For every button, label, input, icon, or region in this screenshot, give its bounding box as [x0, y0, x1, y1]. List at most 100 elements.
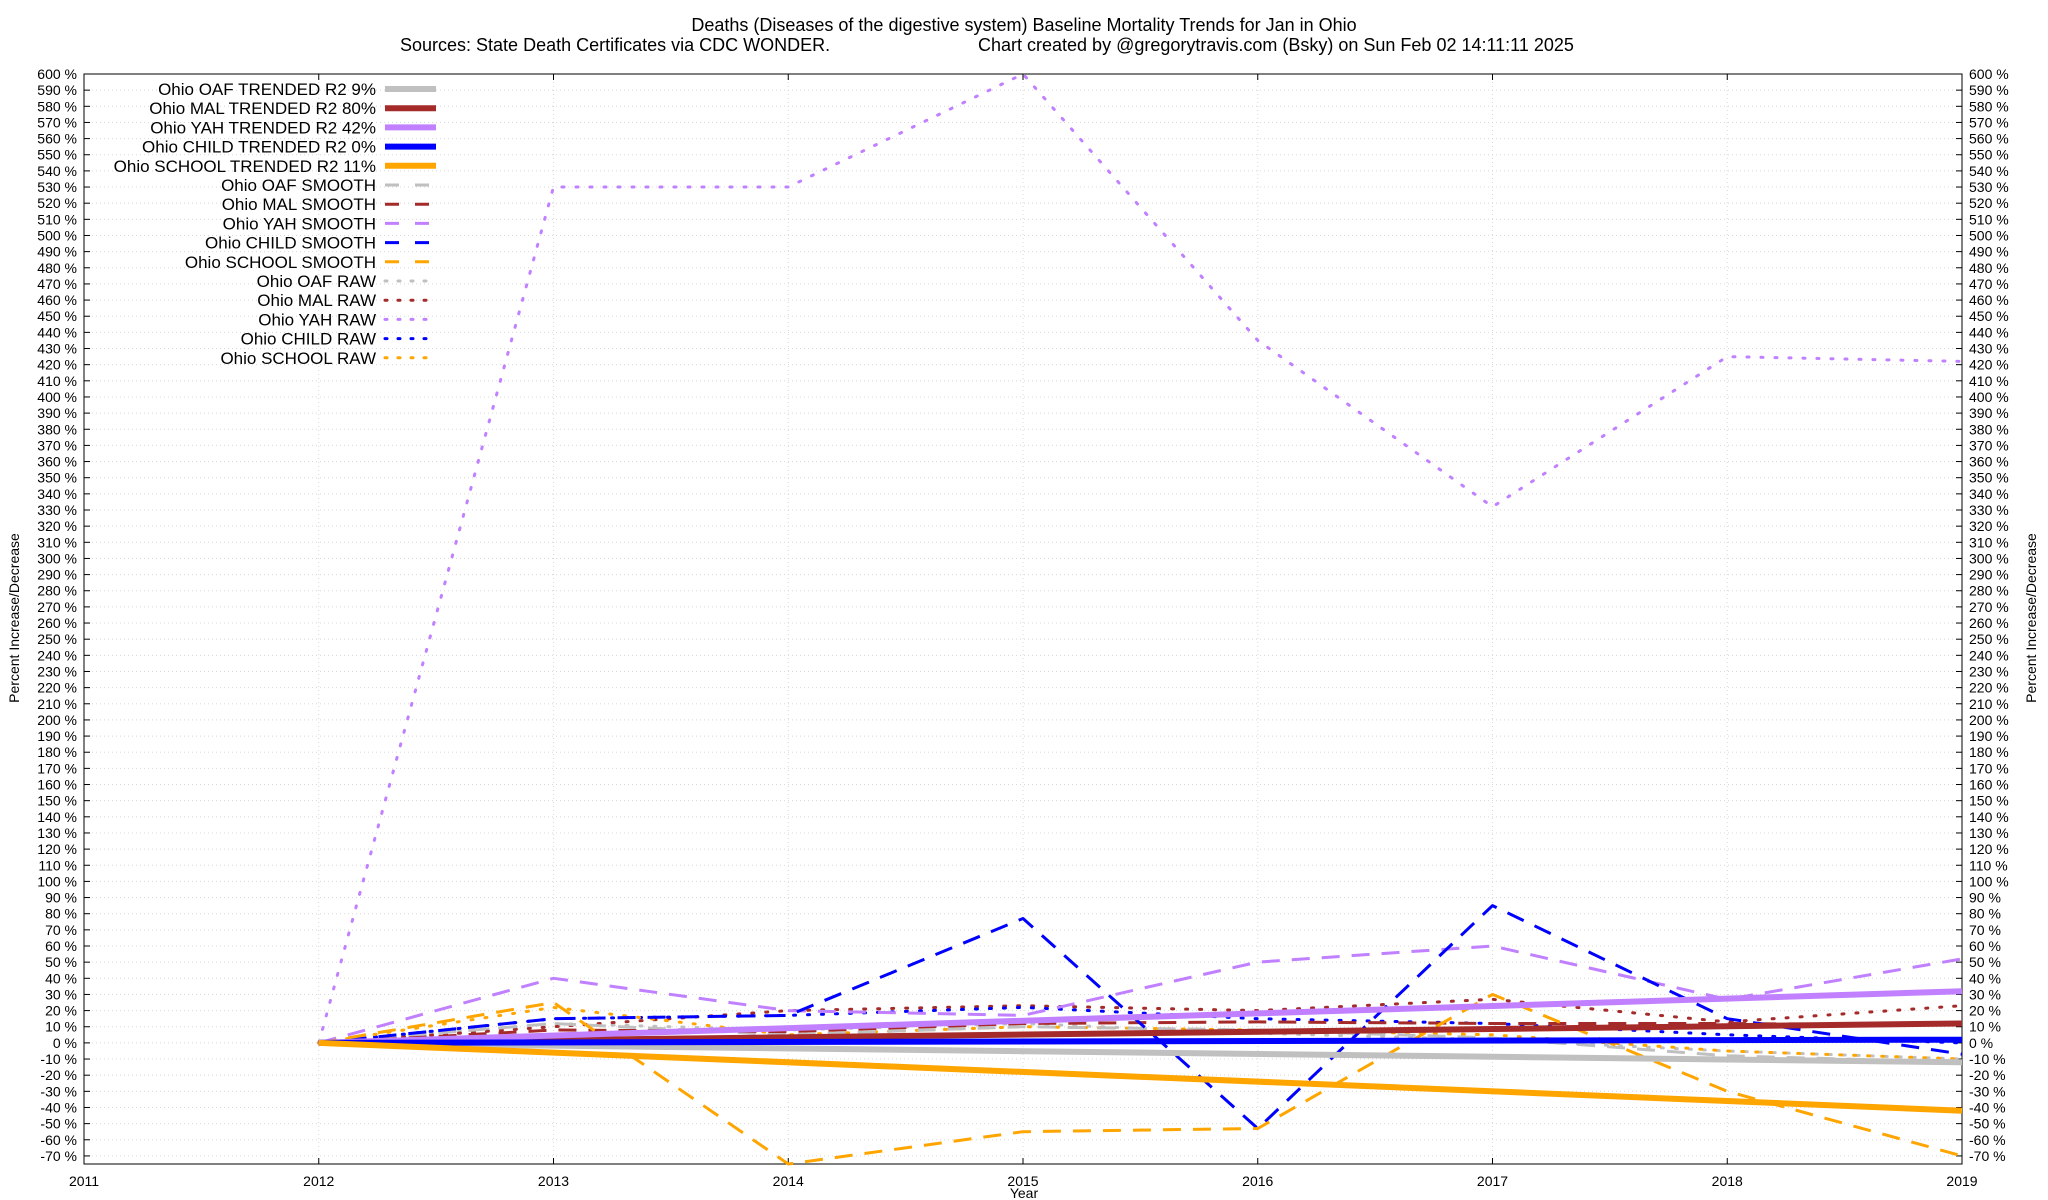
- legend: Ohio OAF TRENDED R2 9%Ohio MAL TRENDED R…: [114, 80, 438, 368]
- y-tick-label: 560 %: [1969, 131, 2009, 147]
- chart-subtitle-credit: Chart created by @gregorytravis.com (Bsk…: [978, 35, 1574, 55]
- y-tick-label: 600 %: [1969, 66, 2009, 82]
- legend-label: Ohio CHILD TRENDED R2 0%: [142, 138, 376, 157]
- y-tick-label: 550 %: [37, 147, 77, 163]
- y-tick-label: 500 %: [1969, 227, 2009, 243]
- y-tick-label: 180 %: [1969, 744, 2009, 760]
- y-tick-label: 470 %: [37, 276, 77, 292]
- x-tick-label: 2017: [1477, 1173, 1508, 1189]
- x-axis-label: Year: [1010, 1185, 1039, 1200]
- y-tick-label: 590 %: [1969, 82, 2009, 98]
- chart-subtitle-source: Sources: State Death Certificates via CD…: [400, 35, 830, 55]
- y-tick-label: -40 %: [40, 1099, 77, 1115]
- y-tick-label: 120 %: [37, 841, 77, 857]
- chart-title: Deaths (Diseases of the digestive system…: [691, 15, 1356, 35]
- y-tick-label: 380 %: [1969, 421, 2009, 437]
- y-tick-label: 10 %: [45, 1019, 77, 1035]
- series-line: [318, 1022, 1963, 1064]
- y-tick-label: 420 %: [37, 357, 77, 373]
- y-tick-label: 340 %: [37, 486, 77, 502]
- y-tick-label: 540 %: [37, 163, 77, 179]
- y-tick-label: -50 %: [40, 1116, 77, 1132]
- y-tick-label: 30 %: [1969, 986, 2001, 1002]
- y-tick-label: 240 %: [1969, 647, 2009, 663]
- y-tick-label: 30 %: [45, 986, 77, 1002]
- y-tick-label: 450 %: [1969, 308, 2009, 324]
- x-tick-label: 2019: [1946, 1173, 1977, 1189]
- y-tick-label: 430 %: [1969, 341, 2009, 357]
- y-tick-label: 200 %: [1969, 712, 2009, 728]
- y-tick-label: 390 %: [37, 405, 77, 421]
- y-tick-label: 0 %: [53, 1035, 77, 1051]
- y-tick-label: 440 %: [37, 324, 77, 340]
- y-tick-label: 290 %: [37, 567, 77, 583]
- y-tick-label: 100 %: [1969, 873, 2009, 889]
- y-tick-label: -30 %: [1969, 1083, 2006, 1099]
- x-tick-label: 2014: [773, 1173, 804, 1189]
- legend-label: Ohio MAL RAW: [257, 291, 376, 310]
- y-tick-label: 70 %: [1969, 922, 2001, 938]
- y-tick-label: 530 %: [1969, 179, 2009, 195]
- y-tick-label: 270 %: [1969, 599, 2009, 615]
- y-tick-label: 270 %: [37, 599, 77, 615]
- grid: [83, 73, 1963, 1164]
- series-lines: [317, 72, 1964, 1166]
- y-tick-label: 150 %: [37, 793, 77, 809]
- y-tick-label: 100 %: [37, 873, 77, 889]
- y-tick-label: 320 %: [1969, 518, 2009, 534]
- y-tick-label: 370 %: [37, 437, 77, 453]
- y-tick-label: 360 %: [1969, 454, 2009, 470]
- y-tick-label: 260 %: [1969, 615, 2009, 631]
- y-tick-label: 590 %: [37, 82, 77, 98]
- y-tick-label: 330 %: [1969, 502, 2009, 518]
- x-tick-label: 2013: [538, 1173, 569, 1189]
- y-tick-label: 0 %: [1969, 1035, 1993, 1051]
- y-tick-label: -10 %: [40, 1051, 77, 1067]
- y-tick-label: 460 %: [37, 292, 77, 308]
- y-tick-label: 160 %: [1969, 777, 2009, 793]
- y-tick-label: -60 %: [40, 1132, 77, 1148]
- y-tick-label: 580 %: [37, 98, 77, 114]
- series-line: [318, 1039, 1963, 1066]
- y-tick-label: 220 %: [37, 680, 77, 696]
- y-tick-label: 50 %: [45, 954, 77, 970]
- y-tick-label: 390 %: [1969, 405, 2009, 421]
- y-tick-label: 510 %: [37, 211, 77, 227]
- y-tick-label: 490 %: [1969, 244, 2009, 260]
- y-tick-label: 540 %: [1969, 163, 2009, 179]
- y-tick-label: 300 %: [1969, 550, 2009, 566]
- legend-label: Ohio YAH SMOOTH: [223, 214, 376, 233]
- y-tick-label: 140 %: [1969, 809, 2009, 825]
- legend-label: Ohio YAH TRENDED R2 42%: [150, 118, 376, 137]
- y-tick-label: 520 %: [37, 195, 77, 211]
- y-tick-label: 190 %: [1969, 728, 2009, 744]
- y-tick-label: -40 %: [1969, 1099, 2006, 1115]
- y-tick-label: 130 %: [1969, 825, 2009, 841]
- y-tick-label: 450 %: [37, 308, 77, 324]
- legend-label: Ohio MAL SMOOTH: [222, 195, 376, 214]
- y-tick-label: 320 %: [37, 518, 77, 534]
- series-line: [317, 1005, 1964, 1045]
- y-axis-right: -70 %-60 %-50 %-40 %-30 %-20 %-10 %0 %10…: [1956, 66, 2009, 1164]
- y-tick-label: 430 %: [37, 341, 77, 357]
- y-tick-label: 210 %: [37, 696, 77, 712]
- y-tick-label: 460 %: [1969, 292, 2009, 308]
- legend-label: Ohio SCHOOL SMOOTH: [185, 253, 376, 272]
- y-tick-label: 260 %: [37, 615, 77, 631]
- y-tick-label: 280 %: [37, 583, 77, 599]
- legend-label: Ohio OAF TRENDED R2 9%: [158, 80, 376, 99]
- legend-label: Ohio MAL TRENDED R2 80%: [149, 99, 376, 118]
- y-tick-label: 340 %: [1969, 486, 2009, 502]
- y-tick-label: 60 %: [45, 938, 77, 954]
- y-tick-label: 40 %: [45, 970, 77, 986]
- x-tick-label: 2011: [69, 1173, 99, 1189]
- y-tick-label: 80 %: [45, 906, 77, 922]
- y-tick-label: 550 %: [1969, 147, 2009, 163]
- x-axis: 2011 2012 2013 2014 2015 2016 2017 2018 2019: [69, 74, 1978, 1189]
- y-tick-label: 220 %: [1969, 680, 2009, 696]
- y-tick-label: -70 %: [1969, 1148, 2006, 1164]
- y-axis-left: -70 %-60 %-50 %-40 %-30 %-20 %-10 %0 %10…: [37, 66, 90, 1164]
- y-tick-label: -20 %: [40, 1067, 77, 1083]
- y-tick-label: 230 %: [37, 663, 77, 679]
- y-tick-label: 140 %: [37, 809, 77, 825]
